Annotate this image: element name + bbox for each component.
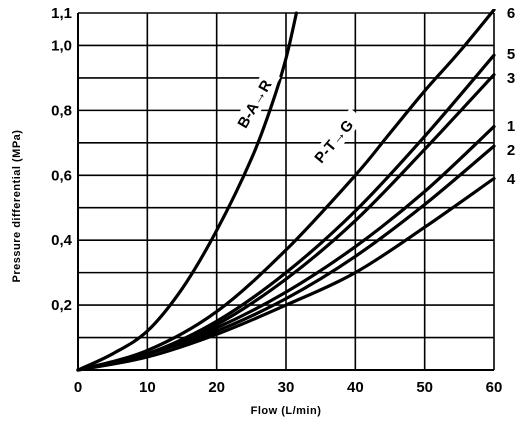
inline-label-text: P-T→G (311, 117, 357, 167)
curve-label: 5 (507, 46, 515, 63)
y-tick-label: 1,0 (51, 37, 72, 54)
x-tick-label: 20 (208, 379, 225, 396)
curve-label: 2 (507, 142, 515, 159)
grid (77, 12, 495, 371)
tick-labels: 0 10 20 30 40 50 60 0,2 0,4 0,6 0,8 1,0 1,1 (51, 5, 502, 396)
x-tick-label: 10 (139, 379, 156, 396)
y-tick-label: 0,4 (51, 232, 73, 249)
y-tick-label: 1,1 (51, 5, 72, 22)
y-axis-title: Pressure differential (MPa) (11, 130, 23, 283)
curve-b-a-r (76, 11, 298, 372)
y-tick-label: 0,6 (51, 167, 72, 184)
y-tick-label: 0,2 (51, 297, 72, 314)
curve-2 (76, 144, 496, 372)
curve-4 (76, 176, 496, 372)
y-tick-label: 0,8 (51, 102, 72, 119)
curves (76, 9, 496, 372)
x-tick-label: 40 (347, 379, 364, 396)
curve-label: 3 (507, 70, 515, 87)
curve-label: 4 (507, 171, 516, 188)
curve-label: 6 (507, 5, 515, 22)
x-axis-title: Flow (L/min) (251, 405, 322, 417)
curve-6 (76, 9, 496, 372)
x-tick-label: 30 (278, 379, 295, 396)
x-tick-label: 60 (486, 379, 503, 396)
curve-label: 1 (507, 118, 515, 135)
x-tick-label: 0 (74, 379, 82, 396)
x-tick-label: 50 (416, 379, 433, 396)
inline-label-text: B-A→R (234, 77, 275, 131)
